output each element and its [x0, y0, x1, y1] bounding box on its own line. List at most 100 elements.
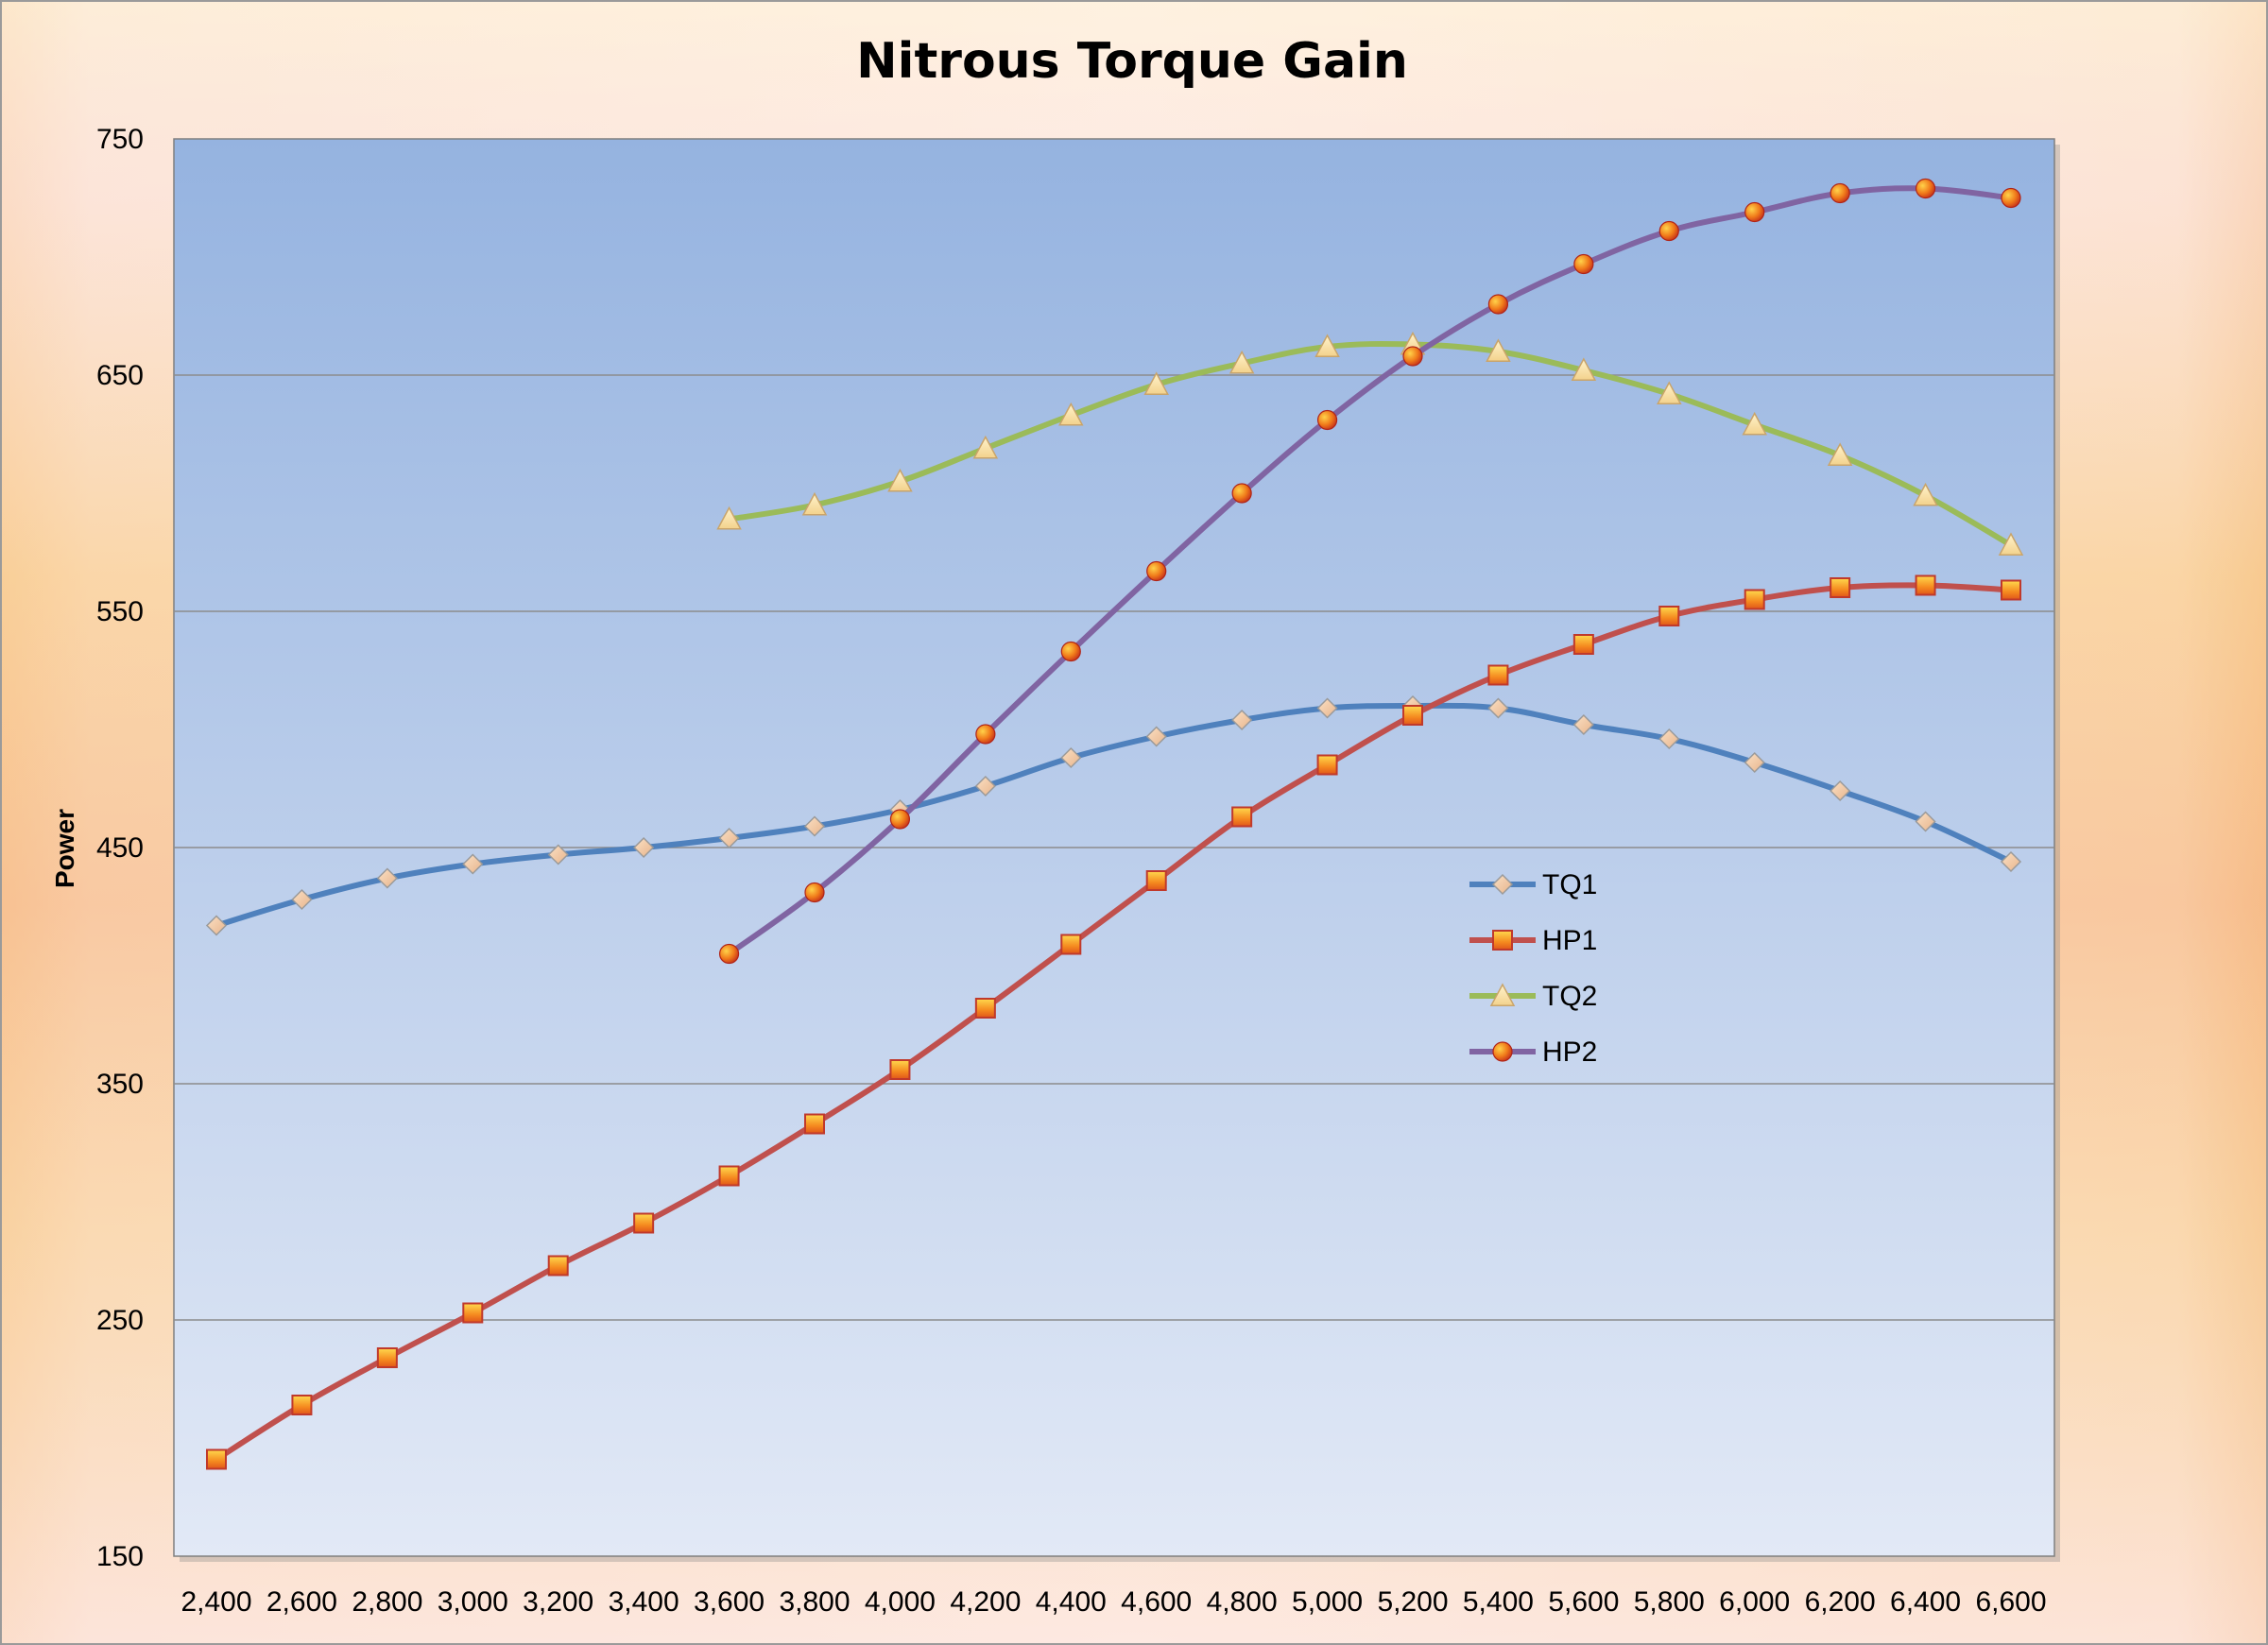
data-point-hp1	[547, 1255, 569, 1277]
data-point-tq1	[1830, 780, 1851, 802]
data-point-hp2	[1830, 182, 1850, 204]
legend-swatch-marker	[1489, 983, 1516, 1006]
data-point-hp1	[1915, 574, 1936, 596]
x-tick-label: 2,400	[180, 1586, 251, 1618]
data-point-tq2	[1571, 357, 1597, 381]
data-point-hp1	[718, 1165, 740, 1187]
legend: TQ1 HP1 TQ2 HP2	[1469, 869, 1597, 1068]
data-point-hp2	[1231, 483, 1252, 504]
data-point-hp2	[1744, 201, 1765, 223]
data-point-hp1	[462, 1302, 484, 1324]
data-point-hp2	[1316, 409, 1338, 431]
data-point-hp2	[718, 943, 740, 965]
data-point-hp2	[1915, 178, 1936, 199]
data-point-tq2	[1913, 482, 1938, 506]
data-point-tq2	[1657, 381, 1682, 404]
data-point-hp1	[1231, 806, 1253, 828]
data-point-tq1	[1572, 713, 1594, 736]
x-tick-label: 4,800	[1207, 1586, 1278, 1618]
y-tick-label: 450	[96, 832, 144, 864]
data-point-hp1	[1402, 705, 1423, 726]
data-point-tq1	[1658, 728, 1680, 750]
data-point-hp2	[2001, 187, 2021, 209]
data-point-tq1	[803, 815, 826, 837]
data-point-tq2	[1998, 532, 2024, 556]
data-point-tq1	[2000, 850, 2022, 873]
data-point-tq2	[1314, 334, 1340, 357]
data-point-tq1	[462, 853, 484, 875]
y-tick-label: 650	[96, 360, 144, 391]
x-tick-label: 2,600	[266, 1586, 337, 1618]
data-point-tq1	[291, 888, 313, 911]
data-point-hp1	[1744, 589, 1765, 610]
data-point-tq1	[1145, 726, 1167, 747]
data-point-tq1	[718, 827, 740, 849]
data-point-hp1	[889, 1059, 911, 1080]
data-point-hp1	[206, 1448, 227, 1470]
x-tick-label: 6,000	[1719, 1586, 1790, 1618]
legend-swatch-marker	[1492, 1041, 1513, 1062]
data-point-tq2	[972, 435, 999, 459]
data-point-tq1	[376, 867, 398, 889]
series-hp1	[206, 574, 2021, 1470]
data-point-hp1	[2001, 579, 2021, 601]
x-tick-label: 3,200	[523, 1586, 593, 1618]
legend-label: TQ2	[1542, 981, 1597, 1012]
data-point-tq2	[1143, 371, 1169, 395]
data-point-tq1	[974, 775, 996, 797]
data-point-tq2	[1827, 442, 1853, 466]
y-axis-title: Power	[50, 809, 79, 888]
data-point-tq2	[801, 491, 828, 516]
x-tick-label: 6,200	[1805, 1586, 1876, 1618]
data-point-hp1	[804, 1113, 825, 1135]
data-point-tq1	[1060, 746, 1082, 769]
y-tick-label: 550	[96, 596, 144, 627]
data-point-hp2	[1146, 560, 1167, 582]
series-line-hp1	[214, 582, 2014, 1463]
data-point-hp1	[974, 998, 996, 1019]
data-point-hp1	[1145, 870, 1167, 891]
series-line-hp2	[726, 185, 2014, 957]
y-tick-label: 750	[96, 124, 144, 155]
data-point-hp1	[1316, 754, 1338, 776]
x-tick-label: 6,600	[1975, 1586, 2046, 1618]
data-point-hp1	[1572, 634, 1594, 655]
data-point-tq2	[1058, 402, 1084, 426]
data-point-hp2	[1060, 641, 1081, 662]
x-tick-label: 4,200	[950, 1586, 1021, 1618]
chart-title: Nitrous Torque Gain	[856, 33, 1408, 90]
data-point-hp1	[1487, 664, 1509, 686]
x-tick-label: 5,600	[1548, 1586, 1619, 1618]
x-tick-label: 3,400	[609, 1586, 679, 1618]
data-point-hp2	[975, 724, 996, 745]
data-point-tq1	[547, 844, 569, 865]
legend-label: TQ1	[1542, 869, 1597, 900]
data-point-hp2	[1487, 294, 1509, 315]
x-tick-label: 4,400	[1036, 1586, 1107, 1618]
y-tick-label: 150	[96, 1541, 144, 1572]
legend-item-hp1: HP1	[1469, 925, 1597, 956]
x-tick-label: 6,400	[1890, 1586, 1961, 1618]
data-point-hp1	[376, 1347, 398, 1368]
y-axis-ticks: 150 250 350 450 550 650 750	[96, 124, 144, 1572]
x-tick-label: 4,000	[865, 1586, 936, 1618]
data-point-tq2	[1742, 411, 1767, 436]
series-tq1	[205, 694, 2022, 936]
legend-item-hp2: HP2	[1469, 1037, 1597, 1068]
x-axis-ticks: 2,400 2,600 2,800 3,000 3,200 3,400 3,600 3,800…	[180, 1586, 2046, 1618]
legend-label: HP1	[1542, 925, 1597, 956]
data-point-tq2	[1228, 350, 1255, 374]
data-point-tq2	[1486, 338, 1511, 362]
y-tick-label: 250	[96, 1305, 144, 1336]
data-point-tq2	[716, 505, 742, 530]
data-point-tq1	[1744, 751, 1765, 774]
legend-swatch-marker	[1492, 930, 1513, 951]
x-tick-label: 5,400	[1463, 1586, 1534, 1618]
data-point-hp1	[1060, 934, 1082, 955]
legend-swatch-marker	[1491, 873, 1514, 896]
data-point-hp2	[804, 882, 825, 903]
x-tick-label: 3,800	[779, 1586, 850, 1618]
